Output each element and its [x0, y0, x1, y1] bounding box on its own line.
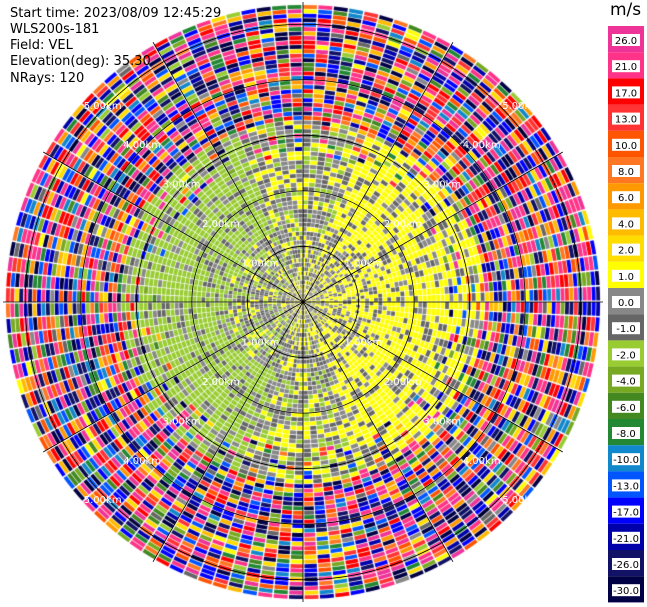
range-label: 5.00km: [84, 495, 122, 506]
colorbar-tick-label: -4.0: [616, 377, 636, 388]
range-label: 4.00km: [123, 140, 161, 151]
range-label: 4.00km: [463, 140, 501, 151]
range-label: 4.00km: [123, 456, 161, 467]
colorbar-label-bg: [612, 165, 640, 177]
colorbar-tick-label: 2.0: [618, 246, 634, 257]
range-label: 3.00km: [163, 416, 201, 427]
colorbar-tick-label: 0.0: [618, 298, 634, 309]
range-label: 2.00km: [384, 219, 422, 230]
field-text: Field: VEL: [10, 38, 73, 53]
colorbar-label-bg: [612, 60, 640, 73]
range-label: 5.00km: [502, 101, 540, 112]
colorbar-label-bg: [612, 269, 640, 282]
colorbar-tick-label: -13.0: [613, 481, 639, 492]
range-label: 2.00km: [202, 219, 240, 230]
colorbar-tick-label: 21.0: [615, 62, 637, 73]
colorbar-tick-label: 17.0: [615, 88, 637, 99]
azimuth-line-150: [152, 41, 454, 563]
colorbar-label-bg: [612, 217, 640, 230]
range-label: 5.00km: [84, 101, 122, 112]
colorbar-tick-label: -17.0: [613, 508, 639, 519]
colorbar-tick-label: -21.0: [613, 534, 639, 545]
colorbar-tick-label: 13.0: [615, 115, 637, 126]
range-label: 1.00km: [344, 337, 382, 348]
start-time-text: Start time: 2023/08/09 12:45:29: [10, 6, 222, 21]
colorbar-label-bg: [612, 479, 640, 492]
colorbar-label-bg: [612, 296, 640, 308]
colorbar-tick-label: -26.0: [613, 560, 639, 571]
colorbar-label-bg: [612, 322, 640, 335]
colorbar-tick-label: 10.0: [615, 141, 637, 152]
colorbar-tick-label: -2.0: [616, 350, 636, 361]
colorbar-tick-label: 4.0: [618, 219, 634, 230]
range-labels: 1.00km 2.00km 3.00km 4.00km 5.00km 1.00km 2.00…: [84, 101, 540, 506]
azimuth-lines: [3, 2, 603, 602]
range-label: 2.00km: [202, 377, 240, 388]
colorbar-tick-label: -10.0: [613, 455, 639, 466]
colorbar-label-bg: [612, 138, 640, 151]
colorbar-label-bg: [612, 400, 640, 413]
range-label: 5.00km: [502, 495, 540, 506]
colorbar-tick-label: 8.0: [618, 167, 634, 178]
colorbar-tick-label: 26.0: [615, 36, 637, 47]
elevation-text: Elevation(deg): 35.30: [10, 54, 151, 69]
colorbar-tick-label: 1.0: [618, 272, 634, 283]
colorbar-label-bg: [612, 191, 640, 204]
range-label: 2.00km: [384, 377, 422, 388]
range-label: 1.00km: [242, 337, 280, 348]
range-label: 3.00km: [423, 416, 461, 427]
colorbar-unit: m/s: [610, 0, 642, 20]
colorbar-label-bg: [612, 34, 640, 46]
nrays-text: NRays: 120: [10, 71, 85, 86]
colorbar-tick-label: -30.0: [613, 586, 639, 597]
colorbar-tick-label: -8.0: [616, 429, 636, 440]
colorbar-label-bg: [612, 374, 640, 387]
range-label: 4.00km: [463, 456, 501, 467]
colorbar-label-bg: [612, 453, 640, 466]
colorbar-label-bg: [612, 531, 640, 544]
colorbar: 26.0 21.0 17.0 13.0 10.0 8.0 6.0 4.0 2.0 1.0 0.0 -1…: [608, 26, 644, 603]
colorbar-label-bg: [612, 348, 640, 361]
range-label: 3.00km: [163, 180, 201, 191]
colorbar-label-bg: [612, 427, 640, 439]
colorbar-tick-label: 6.0: [618, 193, 634, 204]
colorbar-label-bg: [612, 558, 640, 570]
range-label: 1.00km: [242, 259, 280, 270]
colorbar-label-bg: [612, 505, 640, 518]
colorbar-label-bg: [612, 243, 640, 256]
colorbar-label-bg: [612, 584, 640, 597]
colorbar-tick-label: -1.0: [616, 324, 636, 335]
instrument-text: WLS200s-181: [10, 22, 100, 37]
colorbar-label-bg: [612, 86, 640, 99]
range-label: 3.00km: [423, 180, 461, 191]
colorbar-tick-label: -6.0: [616, 403, 636, 414]
colorbar-label-bg: [612, 112, 640, 125]
range-label: 1.00km: [344, 259, 382, 270]
